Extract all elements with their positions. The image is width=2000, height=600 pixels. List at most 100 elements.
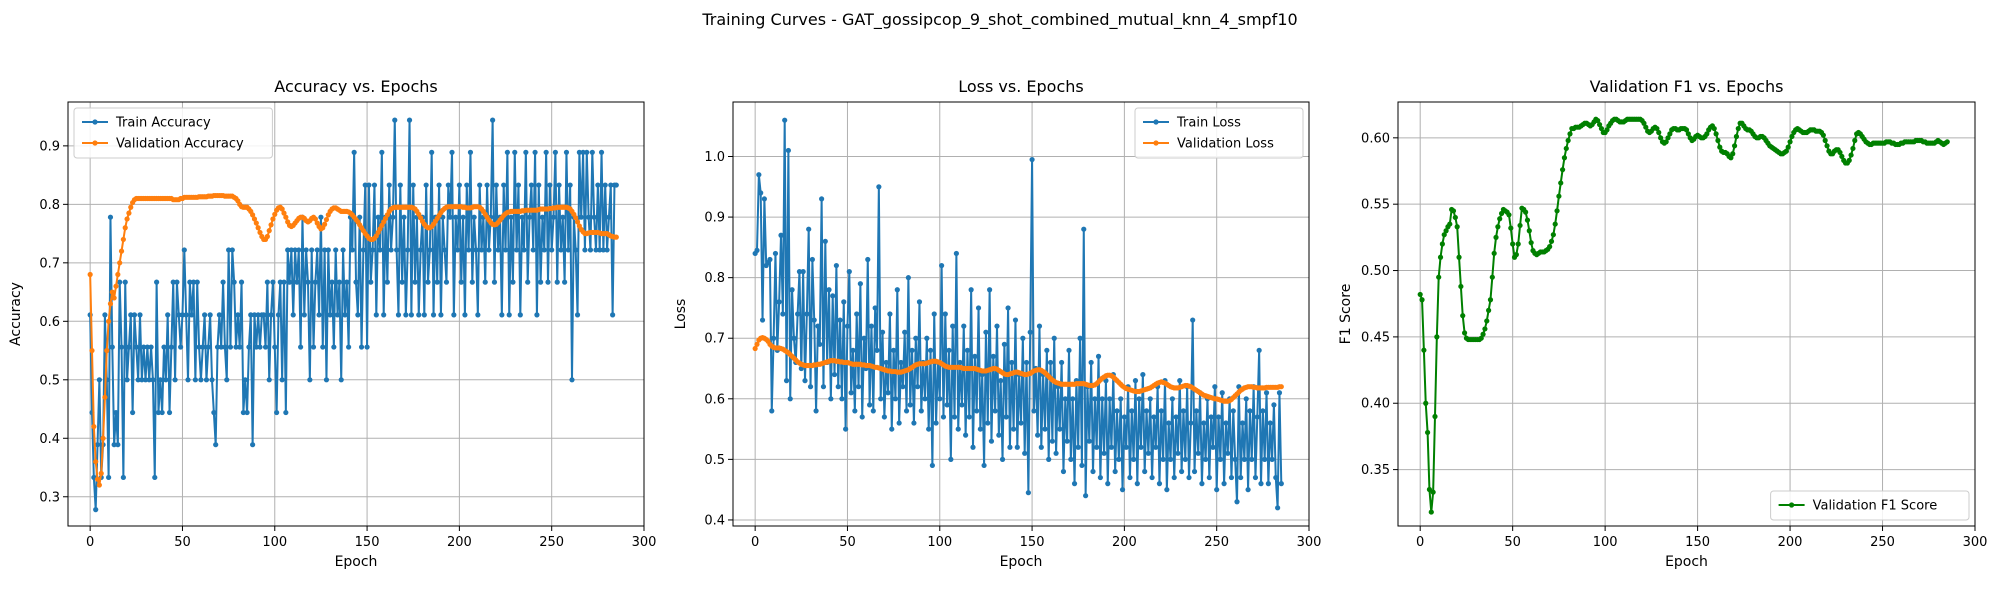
data-point <box>458 279 464 285</box>
data-point <box>405 247 411 253</box>
data-point <box>785 147 791 154</box>
legend-marker <box>92 119 98 125</box>
data-point <box>185 377 191 383</box>
data-point <box>279 206 285 212</box>
data-point <box>868 323 875 329</box>
data-point <box>371 182 378 188</box>
data-point <box>521 247 527 253</box>
data-point <box>87 271 93 278</box>
data-point <box>406 117 413 123</box>
data-point <box>120 474 126 481</box>
data-point <box>429 149 435 155</box>
y-tick-label: 0.40 <box>1361 397 1390 412</box>
data-point <box>1079 462 1085 469</box>
data-point <box>1508 225 1514 231</box>
data-point <box>1423 400 1429 406</box>
data-point <box>1232 456 1238 462</box>
data-point <box>996 432 1002 438</box>
data-point <box>924 335 930 341</box>
data-point <box>89 347 95 354</box>
data-point <box>499 312 505 318</box>
data-point <box>1441 232 1447 238</box>
data-point <box>294 279 300 285</box>
data-point <box>1177 378 1183 384</box>
data-point <box>1839 153 1845 160</box>
data-point <box>1258 481 1264 487</box>
data-point <box>113 283 119 289</box>
data-point <box>1068 456 1074 462</box>
legend-label: Validation Loss <box>1177 137 1274 152</box>
data-point <box>1497 216 1503 222</box>
data-point <box>1011 426 1017 432</box>
data-point <box>1424 429 1431 436</box>
data-point <box>344 279 350 285</box>
data-point <box>486 247 492 253</box>
data-point <box>1131 456 1137 462</box>
data-point <box>523 149 529 155</box>
data-point <box>115 442 121 448</box>
data-point <box>1142 468 1148 475</box>
data-point <box>1658 135 1664 141</box>
data-point <box>939 262 945 269</box>
data-point <box>879 329 886 335</box>
data-point <box>139 377 145 383</box>
data-point <box>307 377 313 383</box>
data-point <box>1140 371 1146 378</box>
data-point <box>1169 396 1175 402</box>
data-point <box>1201 420 1207 426</box>
data-point <box>340 247 346 253</box>
data-point <box>305 279 311 285</box>
data-point <box>1214 487 1220 493</box>
data-point <box>279 377 285 383</box>
data-point <box>211 409 217 416</box>
data-point <box>495 247 501 253</box>
data-point <box>1167 456 1174 462</box>
data-point <box>1256 347 1262 353</box>
data-point <box>778 232 784 238</box>
data-point <box>937 396 943 402</box>
data-point <box>1654 125 1660 132</box>
data-point <box>1824 143 1830 149</box>
data-point <box>528 182 534 188</box>
data-point <box>290 312 296 318</box>
data-point <box>270 216 276 222</box>
data-point <box>1044 347 1050 353</box>
data-point <box>1482 326 1488 332</box>
data-point <box>399 279 405 285</box>
data-point <box>477 182 483 188</box>
data-point <box>1506 212 1512 218</box>
data-point <box>608 182 614 188</box>
data-point <box>1092 396 1098 402</box>
x-tick-label: 50 <box>1504 535 1521 550</box>
data-point <box>281 210 287 216</box>
data-point <box>573 215 579 221</box>
x-tick-label: 150 <box>1020 535 1045 550</box>
data-point <box>942 311 948 317</box>
data-point <box>560 214 566 220</box>
data-point <box>137 312 143 318</box>
data-point <box>1081 226 1087 232</box>
data-point <box>1003 414 1009 420</box>
data-point <box>220 279 226 285</box>
data-point <box>512 149 518 155</box>
data-point <box>1097 474 1103 481</box>
data-point <box>314 247 320 253</box>
data-point <box>427 247 433 253</box>
data-point <box>1713 131 1719 137</box>
data-point <box>1212 384 1218 390</box>
data-point <box>1944 139 1950 145</box>
data-point <box>150 377 156 383</box>
data-point <box>1417 291 1423 298</box>
data-point <box>1151 414 1157 420</box>
data-point <box>950 323 956 329</box>
data-point <box>1548 238 1555 244</box>
data-point <box>491 279 498 285</box>
data-point <box>1245 487 1251 493</box>
data-point <box>598 149 605 155</box>
x-tick-label: 250 <box>1204 535 1229 550</box>
data-point <box>994 323 1000 329</box>
data-point <box>1478 335 1484 341</box>
data-point <box>275 312 282 318</box>
series-line <box>1419 118 1948 514</box>
data-point <box>157 377 163 383</box>
